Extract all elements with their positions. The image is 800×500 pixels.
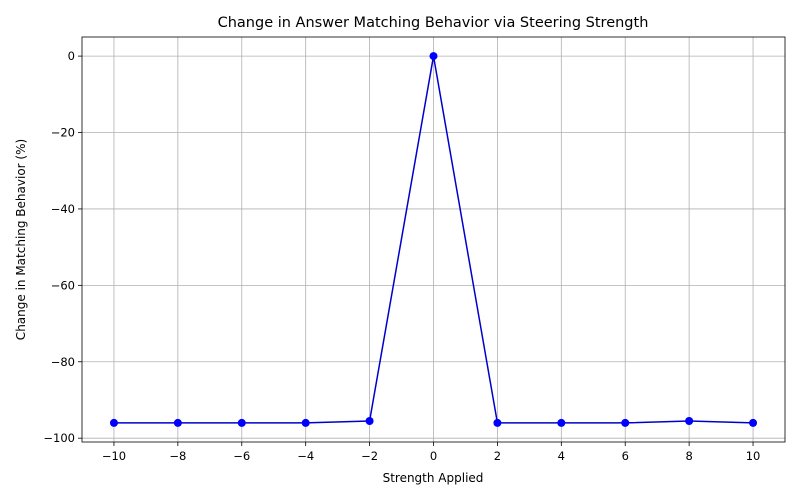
data-point — [109, 418, 118, 427]
y-tick-label: −40 — [51, 202, 75, 216]
data-point — [429, 52, 438, 61]
data-point — [493, 418, 502, 427]
x-tick-label: −6 — [233, 449, 250, 463]
data-point — [621, 418, 630, 427]
x-tick-label: 2 — [494, 449, 501, 463]
x-tick-label: −10 — [102, 449, 126, 463]
x-axis-label: Strength Applied — [383, 471, 484, 485]
x-tick-label: −2 — [361, 449, 378, 463]
y-axis-label: Change in Matching Behavior (%) — [14, 139, 28, 340]
x-tick-label: 0 — [430, 449, 437, 463]
y-axis: −100 −80 −60 −40 −20 0 — [43, 49, 82, 445]
chart-title: Change in Answer Matching Behavior via S… — [218, 15, 649, 31]
x-tick-label: 6 — [622, 449, 629, 463]
x-tick-label: −4 — [297, 449, 314, 463]
y-tick-label: −20 — [51, 126, 75, 140]
x-tick-label: 8 — [685, 449, 692, 463]
data-point — [173, 418, 182, 427]
y-tick-label: −100 — [43, 431, 75, 445]
data-point — [301, 418, 310, 427]
series-layer — [109, 52, 758, 427]
grid — [82, 37, 785, 442]
data-point — [685, 416, 694, 425]
x-tick-label: 4 — [558, 449, 565, 463]
data-point — [749, 418, 758, 427]
data-point — [557, 418, 566, 427]
data-point — [237, 418, 246, 427]
x-axis: −10 −8 −6 −4 −2 0 2 4 6 8 10 — [102, 442, 761, 463]
x-tick-label: −8 — [169, 449, 186, 463]
y-tick-label: 0 — [68, 49, 75, 63]
data-point — [365, 416, 374, 425]
y-tick-label: −80 — [51, 355, 75, 369]
y-tick-label: −60 — [51, 278, 75, 292]
x-tick-label: 10 — [746, 449, 761, 463]
